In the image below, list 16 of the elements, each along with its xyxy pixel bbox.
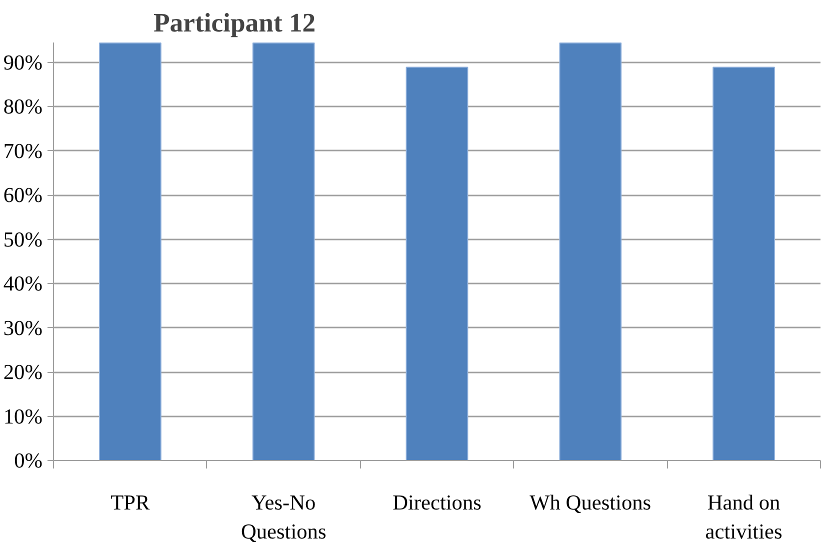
x-tick-label: TPR [110, 490, 151, 514]
y-tick-label: 10% [3, 404, 43, 428]
y-tick-label: 60% [3, 183, 43, 208]
y-tick-label: 70% [3, 138, 43, 163]
y-tick-label: 30% [3, 316, 43, 340]
y-tick-label: 80% [3, 94, 43, 119]
chart-title: Participant 12 [154, 8, 316, 38]
y-tick-label: 0% [14, 448, 43, 472]
x-tick-label: Directions [392, 490, 482, 514]
y-tick-label: 50% [3, 227, 43, 252]
x-tick-label: Yes-No Questions [240, 490, 326, 544]
y-tick-label: 90% [3, 50, 43, 74]
x-tick-label: Hand on activities [705, 490, 782, 544]
y-tick-label: 20% [3, 360, 43, 384]
y-tick-label: 40% [3, 272, 43, 296]
x-tick-label: Wh Questions [530, 490, 652, 514]
